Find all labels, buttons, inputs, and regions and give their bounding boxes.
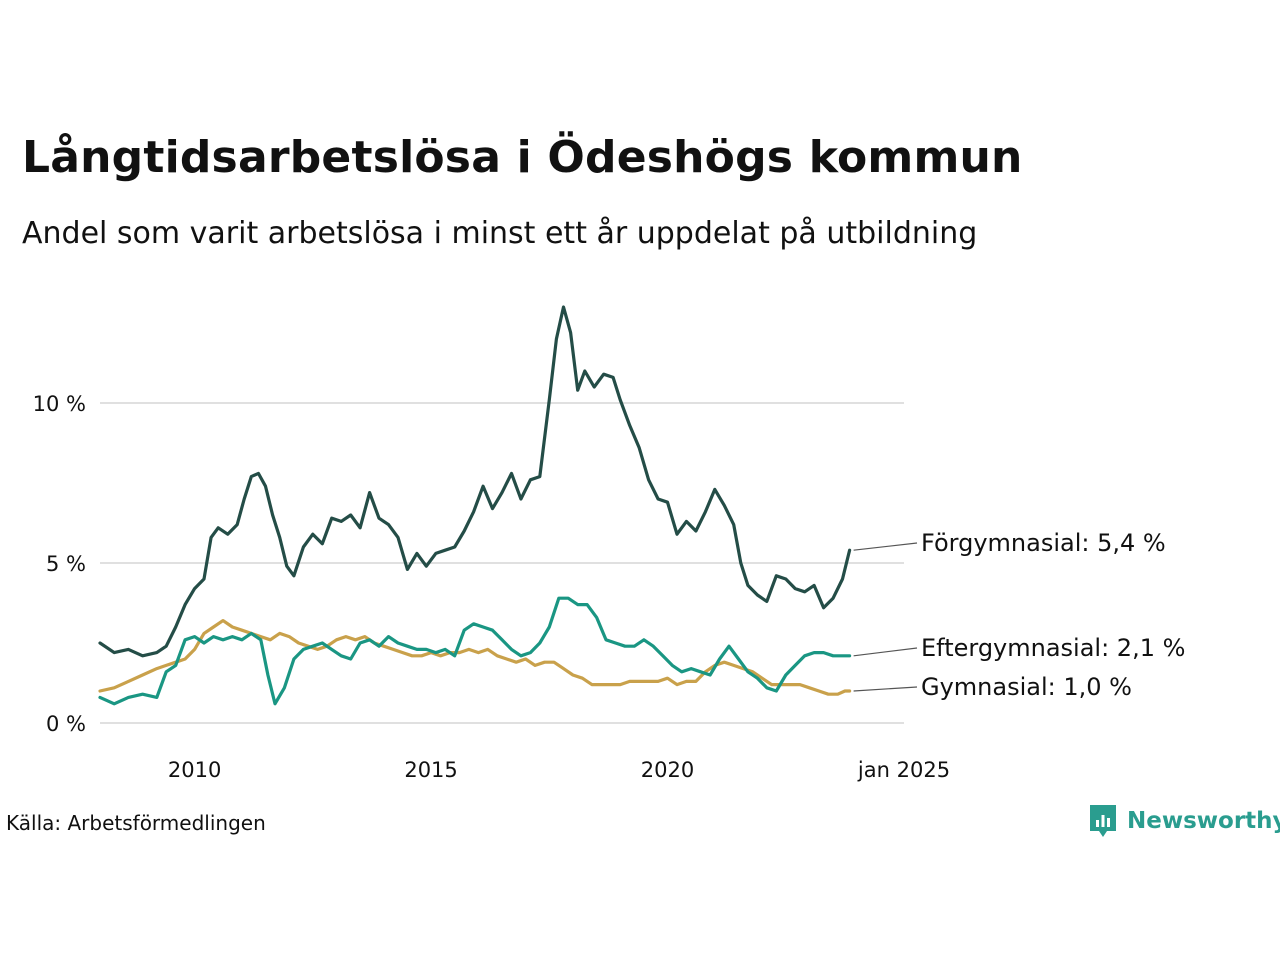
end-label-gym: Gymnasial: 1,0 % [921,673,1132,701]
source-note: Källa: Arbetsförmedlingen [6,811,266,835]
chart-subtitle: Andel som varit arbetslösa i minst ett å… [22,216,978,251]
series-line-eftergym [98,596,852,706]
label-leader-eftergym [853,647,918,657]
newsworthy-icon [1090,805,1116,837]
x-tick-label: 2010 [168,758,221,782]
y-tick-label: 0 % [46,712,86,736]
end-label-forgym: Förgymnasial: 5,4 % [921,529,1166,557]
series-line-forgym [98,305,852,658]
x-tick-label: 2020 [641,758,694,782]
label-leader-forgym [853,542,918,551]
label-leader-gym [853,686,918,692]
chart-title: Långtidsarbetslösa i Ödeshögs kommun [22,132,1023,183]
series-lines [98,305,852,706]
x-axis-tick-labels: 2010 2015 2020 jan 2025 [168,758,950,782]
y-axis-tick-labels: 0 % 5 % 10 % [33,392,86,736]
brand-name: Newsworthy [1127,808,1280,834]
gridlines [100,402,904,724]
x-tick-label: 2015 [404,758,457,782]
y-tick-label: 10 % [33,392,86,416]
series-line-gym [98,619,852,696]
y-tick-label: 5 % [46,552,86,576]
x-tick-label: jan 2025 [857,758,950,782]
end-label-eftergym: Eftergymnasial: 2,1 % [921,634,1185,662]
series-end-labels: Gymnasial: 1,0 % Eftergymnasial: 2,1 % För… [853,529,1185,701]
brand-logo[interactable]: Newsworthy [1088,803,1280,839]
